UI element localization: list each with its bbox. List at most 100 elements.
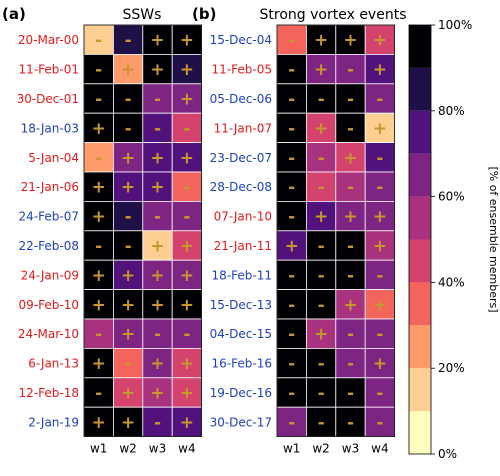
colorbar-bin-7 xyxy=(409,110,431,154)
cell-b-2-0 xyxy=(276,83,307,114)
cell-a-10-1 xyxy=(113,318,144,349)
cell-sign-b-3-2: - xyxy=(347,119,354,139)
row-label-b-4: 23-Dec-07 xyxy=(210,151,272,165)
cell-a-3-3 xyxy=(171,112,202,143)
cell-sign-b-2-0: - xyxy=(288,90,295,110)
col-label-b-2: w3 xyxy=(342,442,359,456)
cell-sign-a-8-2: + xyxy=(150,266,164,286)
cell-sign-b-3-1: + xyxy=(314,119,328,139)
cell-sign-b-2-3: - xyxy=(376,90,383,110)
cell-sign-b-8-0: - xyxy=(288,266,295,286)
cell-b-4-0 xyxy=(276,142,307,173)
cell-sign-b-9-0: - xyxy=(288,295,295,315)
cell-sign-a-5-0: + xyxy=(92,178,106,198)
cell-b-7-2 xyxy=(335,230,366,261)
cell-sign-a-5-2: + xyxy=(150,178,164,198)
row-label-a-5: 21-Jan-06 xyxy=(21,180,79,194)
cell-sign-b-10-3: - xyxy=(376,325,383,345)
panel-b-label: (b) xyxy=(192,5,216,23)
cell-sign-a-12-1: + xyxy=(121,384,135,404)
row-label-b-12: 19-Dec-16 xyxy=(210,386,272,400)
cell-a-2-1 xyxy=(113,83,144,114)
cell-b-5-1 xyxy=(305,171,337,202)
col-label-a-1: w2 xyxy=(119,442,136,456)
cell-sign-a-1-2: + xyxy=(150,60,164,80)
cell-sign-a-11-0: + xyxy=(92,354,106,374)
row-label-a-13: 2-Jan-19 xyxy=(28,415,79,429)
cell-a-4-2 xyxy=(142,142,173,173)
colorbar-tick-label-5: 100% xyxy=(438,18,472,32)
cell-sign-b-6-0: - xyxy=(288,207,295,227)
cell-sign-a-10-3: - xyxy=(183,325,190,345)
heatmap-grid-a: 20-Mar-00- - + +11-Feb-01- + + +30-Dec-01- - - +1… xyxy=(17,24,202,456)
row-label-b-13: 30-Dec-17 xyxy=(210,415,272,429)
cell-sign-a-11-1: - xyxy=(125,354,132,374)
cell-sign-b-13-3: - xyxy=(376,413,383,433)
row-label-a-10: 24-Mar-10 xyxy=(18,327,79,341)
cell-sign-b-1-3: + xyxy=(373,60,387,80)
cell-sign-a-4-0: - xyxy=(95,148,102,168)
cell-sign-a-6-2: - xyxy=(154,207,161,227)
cell-a-8-3 xyxy=(171,259,202,291)
cell-a-12-1 xyxy=(113,377,144,408)
panel-b-title: Strong vortex events xyxy=(260,7,407,23)
cell-a-7-2 xyxy=(142,230,173,261)
cell-b-10-0 xyxy=(276,318,307,349)
colorbar-frame xyxy=(408,24,432,455)
row-label-a-3: 18-Jan-03 xyxy=(21,121,79,135)
col-label-b-1: w2 xyxy=(312,442,329,456)
cell-sign-a-9-0: + xyxy=(92,295,106,315)
row-label-a-11: 6-Jan-13 xyxy=(28,357,79,371)
cell-sign-a-11-2: + xyxy=(150,354,164,374)
cell-b-2-3 xyxy=(364,83,396,114)
colorbar-bin-5 xyxy=(409,196,431,240)
row-label-b-9: 15-Dec-13 xyxy=(210,298,272,312)
cell-sign-b-6-1: + xyxy=(314,207,328,227)
cell-sign-a-2-2: - xyxy=(154,90,161,110)
cell-b-13-1 xyxy=(305,406,337,438)
row-label-a-7: 22-Feb-08 xyxy=(19,239,79,253)
colorbar: 0% 20% 40% 60% 80% 100% [% of ensemble member… xyxy=(408,18,500,461)
cell-b-1-3 xyxy=(364,54,396,85)
row-label-b-5: 28-Dec-08 xyxy=(210,180,272,194)
col-label-a-2: w3 xyxy=(149,442,166,456)
cell-sign-b-6-3: + xyxy=(373,207,387,227)
row-label-a-4: 5-Jan-04 xyxy=(28,151,79,165)
row-label-a-12: 12-Feb-18 xyxy=(19,386,79,400)
cell-sign-a-11-3: + xyxy=(180,354,194,374)
colorbar-bin-1 xyxy=(409,368,431,412)
cell-sign-a-13-3: + xyxy=(180,413,194,433)
cell-b-4-1 xyxy=(305,142,337,173)
cell-sign-b-9-3: + xyxy=(373,295,387,315)
cell-b-2-1 xyxy=(305,83,337,114)
cell-sign-a-0-1: - xyxy=(125,31,132,51)
cell-sign-b-13-2: - xyxy=(347,413,354,433)
cell-a-13-1 xyxy=(113,406,144,438)
cell-sign-a-3-2: - xyxy=(154,119,161,139)
cell-sign-a-12-3: + xyxy=(180,384,194,404)
cell-a-11-0 xyxy=(83,347,114,379)
cell-a-9-0 xyxy=(83,289,114,320)
cell-sign-b-0-3: + xyxy=(373,31,387,51)
cell-sign-a-4-3: + xyxy=(180,148,194,168)
row-label-b-3: 11-Jan-07 xyxy=(214,121,272,135)
colorbar-bin-4 xyxy=(409,239,431,283)
cell-b-9-0 xyxy=(276,289,307,320)
cell-sign-a-1-0: - xyxy=(95,60,102,80)
cell-b-8-2 xyxy=(335,259,366,291)
cell-sign-b-5-0: - xyxy=(288,178,295,198)
cell-sign-a-6-1: - xyxy=(125,207,132,227)
cell-sign-b-11-3: + xyxy=(373,354,387,374)
cell-b-13-3 xyxy=(364,406,396,438)
cell-sign-a-9-2: + xyxy=(150,295,164,315)
cell-sign-b-4-2: + xyxy=(343,148,357,168)
cell-sign-a-2-1: - xyxy=(125,90,132,110)
cell-sign-b-5-1: - xyxy=(318,178,325,198)
cell-a-5-1 xyxy=(113,171,144,202)
cell-sign-b-12-0: - xyxy=(288,384,295,404)
cell-a-4-1 xyxy=(113,142,144,173)
cell-sign-b-0-0: - xyxy=(288,31,295,51)
cell-sign-a-8-3: + xyxy=(180,266,194,286)
cell-b-6-1 xyxy=(305,200,337,232)
cell-sign-b-3-3: + xyxy=(373,119,387,139)
